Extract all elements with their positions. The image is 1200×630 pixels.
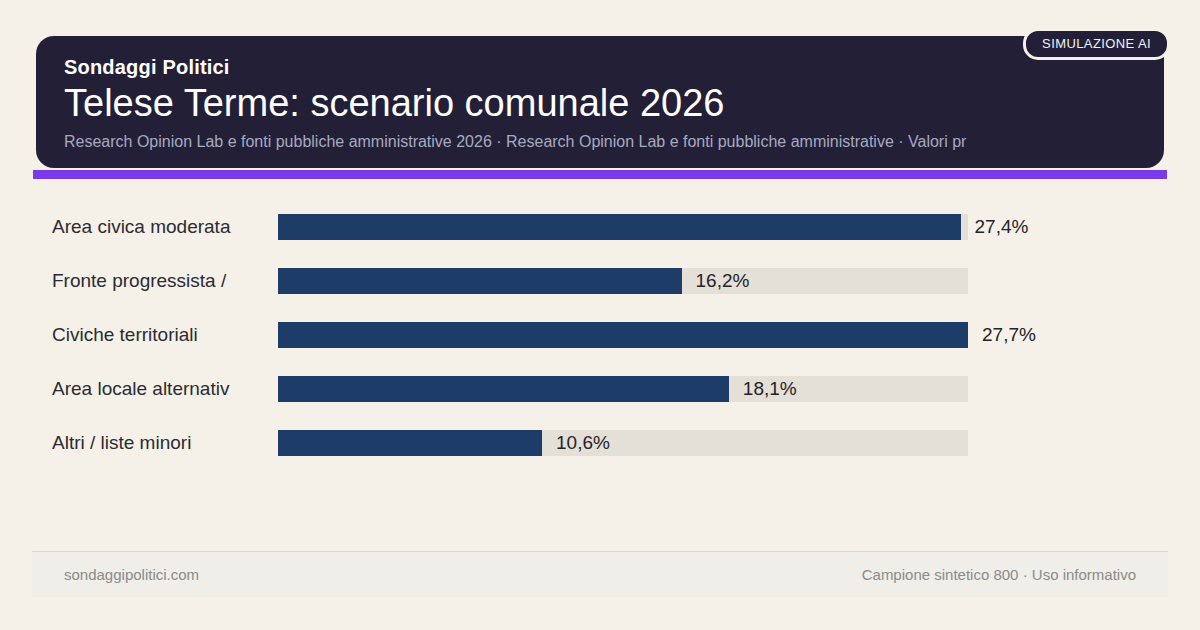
chart-row: Civiche territoriali 27,7% (52, 322, 1172, 348)
header-card: SIMULAZIONE AI Sondaggi Politici Telese … (36, 36, 1164, 168)
category-label: Fronte progressista / (52, 270, 278, 292)
bar-fill (278, 376, 729, 402)
bar-track: 27,4% (278, 214, 968, 240)
bar-fill (278, 214, 961, 240)
footer-site: sondaggipolitici.com (64, 566, 199, 583)
value-label: 18,1% (743, 378, 797, 400)
category-label: Area civica moderata (52, 216, 278, 238)
bar-track: 10,6% (278, 430, 968, 456)
page-subtitle: Research Opinion Lab e fonti pubbliche a… (64, 133, 1136, 151)
simulation-badge: SIMULAZIONE AI (1023, 28, 1170, 60)
value-label: 10,6% (556, 432, 610, 454)
footer-note: Campione sintetico 800 · Uso informativo (862, 566, 1136, 583)
value-label: 27,7% (982, 324, 1036, 346)
category-label: Altri / liste minori (52, 432, 278, 454)
chart-row: Area civica moderata 27,4% (52, 214, 1172, 240)
footer: sondaggipolitici.com Campione sintetico … (32, 551, 1168, 597)
accent-bar (33, 170, 1167, 179)
chart-row: Area locale alternativ 18,1% (52, 376, 1172, 402)
bar-fill (278, 268, 682, 294)
page-title: Telese Terme: scenario comunale 2026 (64, 81, 1136, 126)
value-label: 16,2% (696, 270, 750, 292)
bar-track: 27,7% (278, 322, 968, 348)
brand-kicker: Sondaggi Politici (64, 56, 1136, 79)
chart-row: Fronte progressista / 16,2% (52, 268, 1172, 294)
bar-track: 16,2% (278, 268, 968, 294)
bar-fill (278, 430, 542, 456)
bar-chart: Area civica moderata 27,4% Fronte progre… (52, 214, 1172, 484)
value-label: 27,4% (975, 216, 1029, 238)
chart-row: Altri / liste minori 10,6% (52, 430, 1172, 456)
bar-fill (278, 322, 968, 348)
category-label: Area locale alternativ (52, 378, 278, 400)
bar-track: 18,1% (278, 376, 968, 402)
category-label: Civiche territoriali (52, 324, 278, 346)
